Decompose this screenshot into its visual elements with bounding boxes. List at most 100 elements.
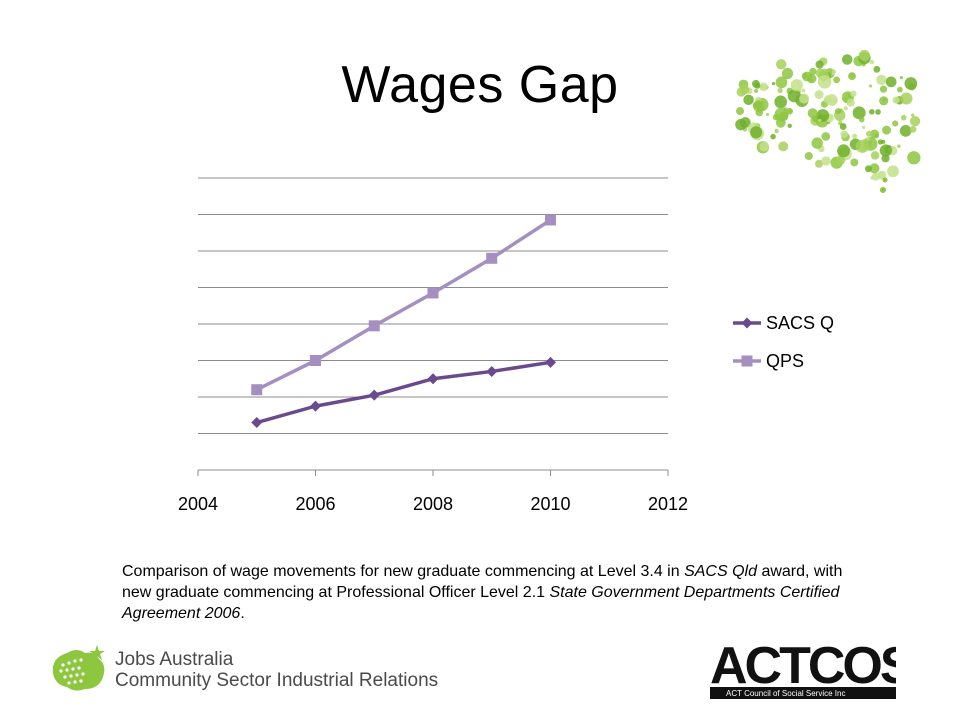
logo-dot bbox=[869, 109, 875, 115]
logo-dot bbox=[812, 116, 818, 123]
logo-dot bbox=[879, 96, 889, 106]
logo-dot bbox=[869, 163, 880, 174]
logo-dot bbox=[852, 133, 858, 139]
logo-dot bbox=[850, 90, 857, 97]
logo-dot bbox=[821, 132, 831, 141]
logo-dot bbox=[837, 144, 851, 158]
logo-dot bbox=[864, 165, 872, 173]
x-axis: 2004 2006 2008 2010 2012 bbox=[178, 469, 688, 514]
logo-dot bbox=[778, 141, 789, 152]
data-point bbox=[486, 365, 498, 377]
logo-dot bbox=[881, 154, 890, 163]
data-point bbox=[251, 384, 263, 396]
series-line-sacs-q bbox=[256, 360, 551, 425]
data-point bbox=[427, 287, 439, 299]
logo-dot bbox=[866, 137, 870, 141]
logo-dot bbox=[776, 59, 787, 70]
actcoss-logo-text: ACTCOSS bbox=[710, 637, 896, 695]
logo-dot bbox=[804, 151, 813, 160]
logo-dot bbox=[787, 89, 801, 103]
logo-dot bbox=[777, 87, 783, 94]
logo-dot bbox=[770, 133, 776, 140]
logo-dot bbox=[774, 128, 779, 134]
legend-marker bbox=[741, 355, 753, 367]
logo-dot bbox=[814, 90, 824, 100]
logo-dot bbox=[855, 139, 869, 153]
legend-marker bbox=[741, 317, 753, 329]
x-tick-label: 2004 bbox=[178, 494, 218, 514]
logo-dot bbox=[848, 72, 856, 81]
jobs-australia-wordmark: Jobs Australia Community Sector Industri… bbox=[115, 649, 439, 691]
logo-dot bbox=[839, 123, 847, 130]
x-tick-label: 2008 bbox=[413, 494, 453, 514]
logo-dot bbox=[809, 67, 817, 76]
logo-dot bbox=[879, 144, 892, 157]
logo-dot bbox=[840, 130, 849, 139]
logo-dot bbox=[831, 69, 836, 74]
logo-dot bbox=[739, 84, 750, 95]
logo-dot bbox=[870, 151, 880, 160]
logo-dot bbox=[897, 144, 901, 149]
logo-dot bbox=[802, 71, 812, 82]
logo-dot bbox=[833, 76, 841, 84]
logo-dot bbox=[882, 125, 892, 135]
legend-label: QPS bbox=[766, 351, 804, 371]
australia-map-logo bbox=[735, 49, 921, 193]
logo-dot bbox=[907, 151, 921, 165]
logo-dot bbox=[904, 77, 918, 90]
logo-dot bbox=[807, 108, 818, 119]
logo-dot bbox=[911, 113, 915, 117]
logo-dot bbox=[882, 177, 888, 183]
chart-gridlines bbox=[198, 177, 668, 434]
logo-dot bbox=[876, 74, 887, 86]
chart-legend: SACS Q QPS bbox=[733, 313, 834, 371]
data-point bbox=[368, 320, 380, 332]
logo-dot bbox=[781, 67, 794, 80]
logo-dot bbox=[897, 86, 903, 93]
logo-dot bbox=[821, 156, 831, 166]
logo-dot bbox=[771, 81, 776, 86]
logo-dot bbox=[866, 130, 873, 137]
logo-dot bbox=[892, 96, 900, 104]
legend-label: SACS Q bbox=[766, 313, 834, 333]
data-point bbox=[427, 373, 439, 385]
logo-dot bbox=[846, 98, 855, 107]
logo-dot bbox=[909, 126, 917, 133]
logo-dot bbox=[750, 126, 763, 139]
logo-dot bbox=[811, 137, 823, 149]
series-line-qps bbox=[255, 218, 552, 392]
logo-dot bbox=[815, 159, 823, 168]
jobs-australia-logo bbox=[52, 645, 105, 691]
logo-dot bbox=[899, 125, 912, 137]
logo-dot bbox=[759, 82, 768, 92]
data-point bbox=[310, 400, 321, 412]
logo-dot bbox=[899, 76, 903, 80]
chart-caption: Comparison of wage movements for new gra… bbox=[122, 563, 843, 622]
logo-dot bbox=[823, 95, 833, 104]
logo-dot bbox=[887, 165, 900, 178]
logo-dot bbox=[843, 106, 848, 111]
logo-dot bbox=[861, 125, 866, 129]
logo-dot bbox=[799, 93, 810, 104]
logo-dot bbox=[817, 75, 832, 89]
logo-dot bbox=[775, 76, 788, 89]
logo-dot bbox=[752, 101, 761, 109]
logo-dot bbox=[871, 172, 880, 181]
logo-dot bbox=[743, 94, 754, 106]
logo-dot bbox=[850, 158, 859, 167]
logo-dot bbox=[787, 123, 792, 129]
logo-dot bbox=[735, 118, 747, 131]
logo-dot bbox=[869, 59, 875, 65]
logo-dot bbox=[858, 49, 870, 62]
x-tick-label: 2010 bbox=[530, 494, 570, 514]
logo-dot bbox=[885, 76, 897, 88]
chart-series bbox=[251, 214, 556, 429]
data-point bbox=[545, 356, 556, 368]
logo-dot bbox=[815, 60, 824, 69]
logo-dot bbox=[835, 155, 846, 165]
logo-dot bbox=[858, 116, 865, 123]
logo-dot bbox=[868, 84, 873, 88]
logo-dot bbox=[873, 65, 881, 73]
logo-dot bbox=[841, 54, 853, 65]
